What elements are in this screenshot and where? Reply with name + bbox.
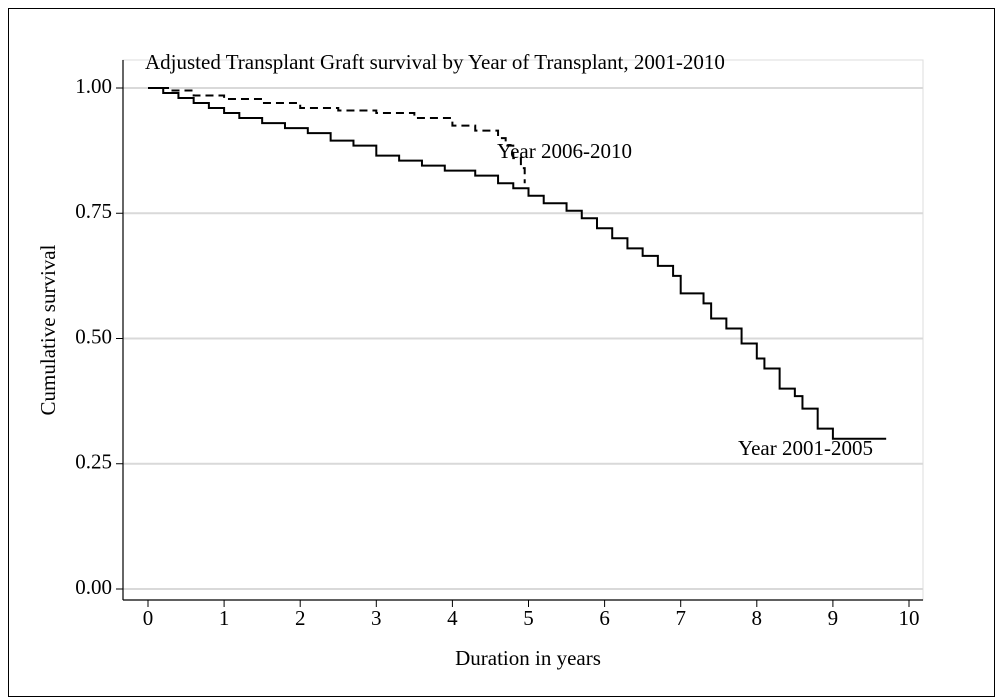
series-label: Year 2006-2010 — [497, 139, 632, 163]
x-tick-label: 0 — [143, 606, 154, 630]
y-tick-label: 0.75 — [75, 199, 112, 223]
chart-title: Adjusted Transplant Graft survival by Ye… — [145, 50, 725, 74]
outer-frame — [8, 8, 995, 697]
x-tick-label: 9 — [828, 606, 839, 630]
x-tick-label: 6 — [599, 606, 610, 630]
survival-line — [148, 87, 526, 184]
x-tick-label: 2 — [295, 606, 306, 630]
x-tick-label: 1 — [219, 606, 230, 630]
x-tick-label: 5 — [523, 606, 534, 630]
grid — [123, 87, 923, 590]
survival-line — [148, 87, 887, 440]
x-tick-label: 10 — [899, 606, 920, 630]
x-tick-label: 8 — [752, 606, 763, 630]
series-label: Year 2001-2005 — [738, 436, 873, 460]
y-axis-label: Cumulative survival — [36, 244, 60, 415]
x-axis-label: Duration in years — [455, 646, 601, 670]
y-tick-label: 0.00 — [75, 575, 112, 599]
x-tick-label: 3 — [371, 606, 382, 630]
y-tick-label: 0.25 — [75, 450, 112, 474]
x-tick-label: 4 — [447, 606, 458, 630]
y-tick-label: 1.00 — [75, 74, 112, 98]
x-tick-label: 7 — [675, 606, 686, 630]
y-tick-label: 0.50 — [75, 324, 112, 348]
